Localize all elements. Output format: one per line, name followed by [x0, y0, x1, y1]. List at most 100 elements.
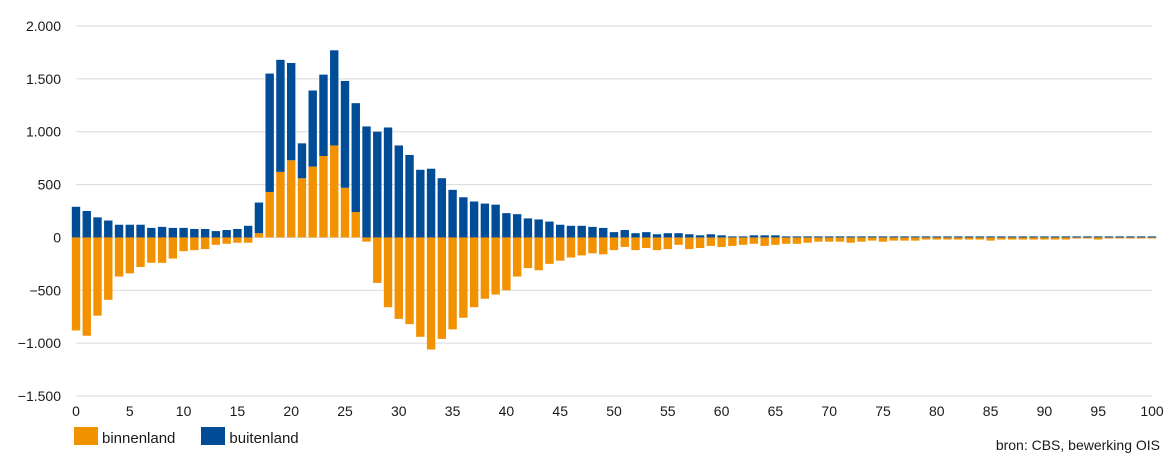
bar-buitenland [652, 234, 662, 238]
bar-binnenland [114, 237, 124, 277]
bar-buitenland [340, 80, 350, 188]
bar-binnenland [717, 237, 726, 247]
bar-buitenland [631, 233, 640, 238]
bar-binnenland [642, 237, 651, 248]
bar-buitenland [1126, 236, 1135, 238]
bar-buitenland [792, 236, 802, 238]
bar-binnenland [868, 237, 877, 241]
x-tick-label: 35 [445, 403, 461, 419]
bar-binnenland [147, 237, 156, 263]
bar-buitenland [1018, 236, 1028, 238]
bar-binnenland [825, 237, 834, 242]
bar-binnenland [1083, 237, 1092, 239]
bar-binnenland [437, 237, 447, 339]
bar-buitenland [1104, 236, 1114, 238]
bar-buitenland [878, 236, 888, 238]
bar-binnenland [900, 237, 909, 241]
bar-buitenland [921, 236, 931, 238]
bar-buitenland [642, 232, 651, 238]
x-axis-ticks: 0 5 10 15 20 25 30 35 40 45 50 55 60 65 70 75 80 85 90 95 10… [72, 403, 1164, 419]
bar-binnenland [469, 237, 479, 308]
bar-binnenland [125, 237, 134, 274]
bar-buitenland [265, 73, 274, 192]
x-tick-label: 40 [499, 403, 515, 419]
bar-buitenland [297, 143, 307, 179]
bar-binnenland [997, 237, 1006, 240]
bar-binnenland [491, 237, 500, 295]
bar-binnenland [319, 156, 328, 238]
bar-buitenland [394, 145, 403, 238]
bar-binnenland [1072, 237, 1081, 239]
x-tick-label: 90 [1037, 403, 1053, 419]
bar-binnenland [986, 237, 995, 241]
bar-buitenland [200, 228, 210, 238]
bar-binnenland [652, 237, 662, 251]
x-tick-label: 15 [230, 403, 246, 419]
bar-binnenland [932, 237, 941, 240]
bar-buitenland [534, 219, 543, 238]
bar-buitenland [911, 236, 920, 238]
bar-binnenland [330, 145, 339, 238]
bar-binnenland [695, 237, 705, 248]
bar-buitenland [136, 224, 145, 238]
y-tick-label: −1.000 [18, 335, 61, 351]
bar-binnenland [706, 237, 716, 246]
bar-buitenland [835, 236, 845, 238]
bar-binnenland [93, 237, 102, 316]
bar-binnenland [1018, 237, 1028, 240]
bar-buitenland [416, 169, 425, 238]
bar-buitenland [814, 236, 823, 238]
bar-buitenland [588, 226, 597, 238]
bar-buitenland [932, 236, 941, 238]
x-tick-label: 45 [552, 403, 568, 419]
chart: 2.000 1.500 1.000 500 0 −500 −1.000 −1.500 0 5 10… [18, 18, 1164, 419]
bar-binnenland [1050, 237, 1060, 240]
bar-buitenland [362, 126, 371, 238]
bar-buitenland [373, 131, 382, 238]
bar-binnenland [566, 237, 576, 258]
bar-binnenland [954, 237, 963, 240]
bar-binnenland [674, 237, 683, 245]
bar-buitenland [71, 206, 81, 238]
bar-buitenland [1061, 236, 1071, 238]
bars [71, 50, 1157, 350]
bar-buitenland [620, 230, 629, 238]
y-tick-label: 0 [53, 229, 61, 245]
bar-buitenland [728, 236, 737, 238]
bar-buitenland [964, 236, 974, 238]
bar-binnenland [1104, 237, 1114, 239]
legend-swatch-buitenland [201, 427, 226, 445]
bar-buitenland [157, 226, 167, 238]
bar-buitenland [1115, 236, 1124, 238]
bar-binnenland [1115, 237, 1124, 239]
bar-binnenland [921, 237, 931, 240]
y-tick-label: −500 [29, 282, 61, 298]
x-tick-label: 5 [126, 403, 134, 419]
bar-binnenland [179, 237, 188, 252]
bar-binnenland [405, 237, 414, 325]
bar-binnenland [448, 237, 457, 330]
bar-buitenland [771, 235, 780, 238]
bar-buitenland [319, 74, 328, 157]
bar-binnenland [1040, 237, 1049, 240]
bar-buitenland [556, 224, 565, 238]
x-tick-label: 30 [391, 403, 407, 419]
bar-buitenland [975, 236, 985, 238]
bar-buitenland [405, 154, 414, 238]
bar-buitenland [749, 235, 759, 238]
bar-binnenland [878, 237, 888, 242]
bar-binnenland [1137, 237, 1146, 239]
bar-buitenland [738, 236, 748, 238]
x-tick-label: 0 [72, 403, 80, 419]
bar-binnenland [728, 237, 737, 246]
bar-buitenland [287, 63, 296, 161]
bar-binnenland [82, 237, 91, 336]
bar-buitenland [82, 211, 91, 238]
bar-binnenland [512, 237, 522, 277]
bar-binnenland [459, 237, 468, 318]
bar-buitenland [480, 203, 490, 238]
bar-buitenland [114, 224, 124, 238]
bar-buitenland [803, 236, 812, 238]
x-tick-label: 75 [875, 403, 891, 419]
bar-binnenland [200, 237, 210, 250]
